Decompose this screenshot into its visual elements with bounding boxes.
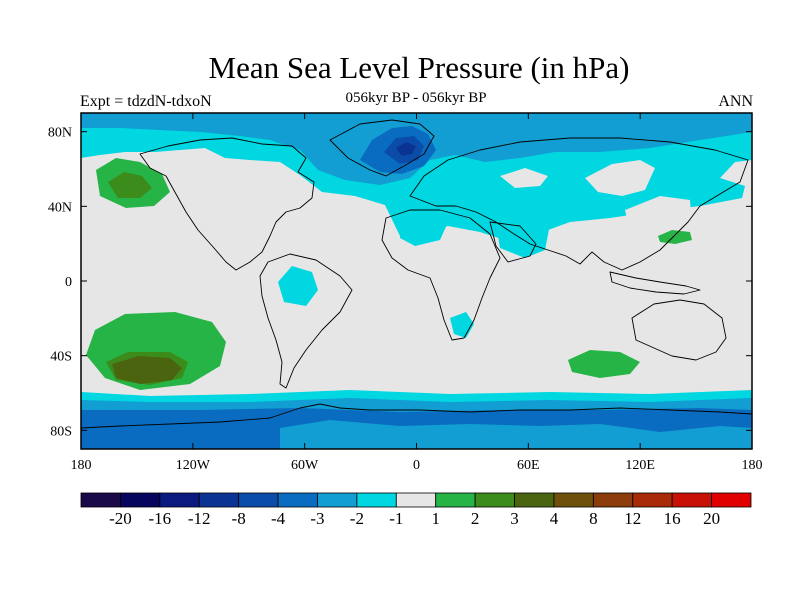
colorbar: -20 -16 -12 -8 -4 -3 -2 -1 1 2 3 4 8 12 16 20 <box>80 492 752 528</box>
x-tick-label: 120E <box>625 458 655 473</box>
colorbar-swatch <box>80 492 121 508</box>
colorbar-swatch <box>711 492 752 508</box>
colorbar-label: -2 <box>350 509 364 528</box>
colorbar-label: 16 <box>664 509 681 528</box>
x-axis-ticks: 180 120W 60W 0 60E 120E 180 <box>71 113 763 473</box>
colorbar-label: 3 <box>510 509 519 528</box>
colorbar-label: 12 <box>624 509 641 528</box>
japan-anomaly <box>658 230 692 244</box>
x-tick-label: 60E <box>517 458 540 473</box>
colorbar-swatch <box>159 492 200 508</box>
map-subtitle: 056kyr BP - 056kyr BP <box>345 90 487 106</box>
colorbar-swatch <box>356 492 397 508</box>
coastline-australia <box>631 299 727 361</box>
x-tick-label: 60W <box>291 458 319 473</box>
colorbar-swatch <box>632 492 673 508</box>
colorbar-label: -3 <box>310 509 324 528</box>
colorbar-swatch <box>474 492 515 508</box>
y-tick-label: 80N <box>48 126 72 141</box>
coastline-africa <box>381 209 501 341</box>
central-asia-neutral-patch <box>500 168 548 188</box>
coastline-south-america <box>259 253 353 389</box>
amazon-anomaly <box>278 266 318 306</box>
colorbar-label: -16 <box>148 509 171 528</box>
x-tick-label: 180 <box>71 458 92 473</box>
south-indian-anomaly <box>568 350 640 378</box>
colorbar-label: 4 <box>550 509 559 528</box>
coastline-greenland <box>329 119 435 177</box>
colorbar-label: -8 <box>232 509 246 528</box>
colorbar-swatch <box>317 492 358 508</box>
y-tick-label: 0 <box>65 275 72 290</box>
map-title: Mean Sea Level Pressure (in hPa) <box>208 50 630 85</box>
arabia-anomaly <box>495 214 550 258</box>
season-label: ANN <box>718 93 753 110</box>
greenland-anomaly-3 <box>396 142 416 156</box>
x-tick-label: 0 <box>413 458 420 473</box>
colorbar-swatch <box>277 492 318 508</box>
coastline-eurasia <box>409 137 749 271</box>
colorbar-label: -1 <box>389 509 403 528</box>
coastline-antarctica <box>81 403 752 429</box>
north-pacific-anomaly-2 <box>108 172 152 198</box>
colorbar-swatch <box>553 492 594 508</box>
colorbar-swatch <box>514 492 555 508</box>
sahara-anomaly <box>400 214 448 246</box>
y-tick-label: 40S <box>50 350 72 365</box>
colorbar-label: -12 <box>188 509 211 528</box>
colorbar-swatch <box>592 492 634 508</box>
map-field <box>81 113 752 449</box>
east-asia-neutral-patch <box>625 196 692 240</box>
colorbar-swatch <box>120 492 161 508</box>
colorbar-label: -4 <box>271 509 286 528</box>
siberia-neutral-patch <box>585 160 655 196</box>
y-tick-label: 80S <box>50 424 72 439</box>
colorbar-label: 8 <box>589 509 598 528</box>
y-axis-ticks: 80N 40N 0 40S 80S <box>48 126 752 439</box>
coastline-arabia <box>489 221 537 263</box>
coastline-north-america <box>139 137 315 271</box>
antarctic-interior-band <box>280 420 752 449</box>
coastlines <box>81 119 752 429</box>
experiment-label: Expt = tdzdN-tdxoN <box>80 93 212 110</box>
coastline-indonesia <box>609 271 701 295</box>
south-pacific-anomaly-3 <box>112 356 182 384</box>
colorbar-label: 20 <box>703 509 720 528</box>
colorbar-swatch <box>671 492 712 508</box>
colorbar-label: 1 <box>431 509 440 528</box>
colorbar-swatch <box>238 492 279 508</box>
colorbar-swatch <box>395 492 437 508</box>
colorbar-label: -20 <box>109 509 132 528</box>
y-tick-label: 40N <box>48 200 72 215</box>
colorbar-swatch <box>198 492 240 508</box>
colorbar-label: 2 <box>471 509 480 528</box>
x-tick-label: 120W <box>176 458 211 473</box>
x-tick-label: 180 <box>742 458 763 473</box>
colorbar-swatch <box>435 492 476 508</box>
